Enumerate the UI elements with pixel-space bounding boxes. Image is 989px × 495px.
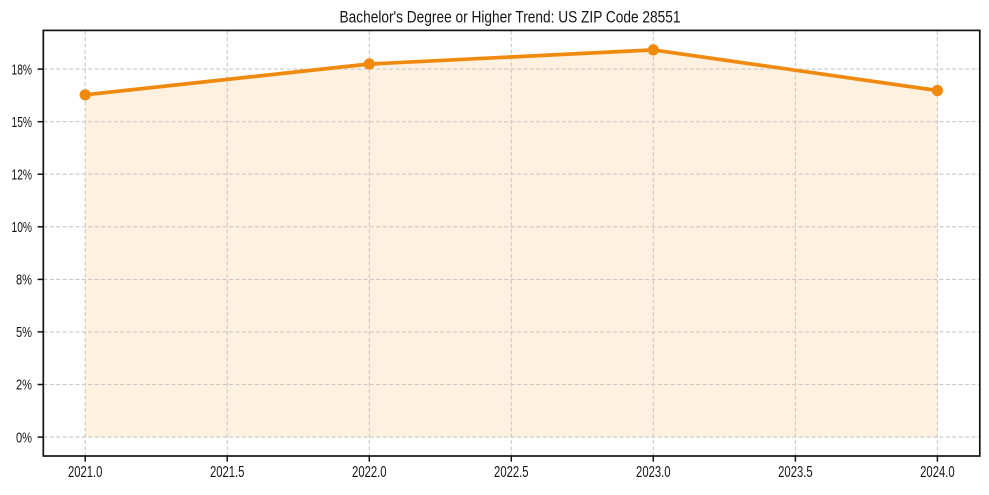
svg-text:2023.0: 2023.0: [636, 464, 671, 481]
svg-text:15%: 15%: [12, 114, 33, 131]
svg-text:2022.0: 2022.0: [352, 464, 387, 481]
svg-text:18%: 18%: [12, 61, 33, 78]
svg-text:12%: 12%: [12, 166, 33, 183]
svg-text:2024.0: 2024.0: [920, 464, 955, 481]
svg-text:8%: 8%: [16, 272, 32, 289]
svg-text:2%: 2%: [16, 377, 32, 394]
svg-text:10%: 10%: [12, 219, 33, 236]
svg-text:5%: 5%: [16, 324, 32, 341]
svg-text:Bachelor's Degree or Higher Tr: Bachelor's Degree or Higher Trend: US ZI…: [340, 8, 681, 27]
svg-text:2021.0: 2021.0: [68, 464, 103, 481]
svg-text:0%: 0%: [16, 429, 32, 446]
svg-text:2021.5: 2021.5: [210, 464, 245, 481]
svg-text:2023.5: 2023.5: [778, 464, 813, 481]
svg-text:2022.5: 2022.5: [494, 464, 529, 481]
